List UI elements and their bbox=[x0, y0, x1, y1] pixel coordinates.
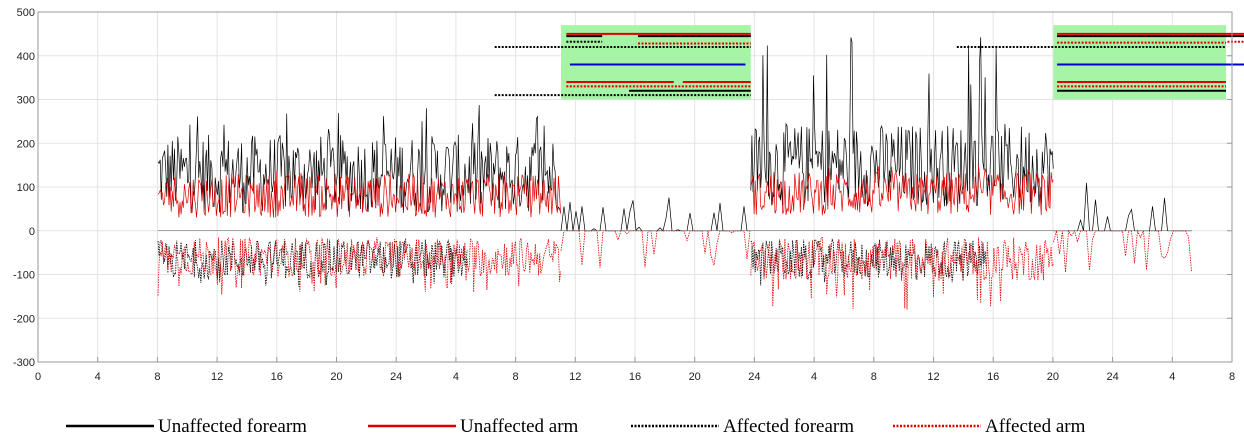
series-trace-affected-arm bbox=[1053, 229, 1192, 273]
legend-label: Unaffected arm bbox=[460, 416, 579, 437]
x-tick-label: 8 bbox=[154, 371, 160, 383]
x-tick-label: 8 bbox=[871, 371, 877, 383]
series-trace-unaffected-forearm bbox=[157, 104, 561, 213]
x-tick-label: 8 bbox=[513, 371, 519, 383]
y-tick-label: 0 bbox=[29, 226, 35, 238]
x-tick-label: 20 bbox=[1047, 371, 1059, 383]
y-tick-label: -100 bbox=[13, 270, 35, 282]
x-tick-label: 12 bbox=[569, 371, 581, 383]
series-trace-affected-arm bbox=[157, 237, 561, 296]
x-tick-label: 8 bbox=[1229, 371, 1235, 383]
activity-bars bbox=[494, 32, 1244, 97]
axes: -300 -200 -100 0 100 200 300 400 500 0 4 8 12 16 20 24 4… bbox=[13, 7, 1235, 383]
x-tick-label: 16 bbox=[987, 371, 999, 383]
x-tick-label: 24 bbox=[1106, 371, 1118, 383]
series-trace-unaffected-arm bbox=[157, 170, 561, 218]
x-tick-label: 4 bbox=[95, 371, 101, 383]
y-tick-label: 300 bbox=[17, 95, 35, 107]
legend-label: Unaffected forearm bbox=[158, 416, 307, 437]
x-tick-label: 4 bbox=[811, 371, 817, 383]
x-tick-label: 20 bbox=[689, 371, 701, 383]
x-tick-label: 20 bbox=[330, 371, 342, 383]
legend-label: Affected forearm bbox=[723, 416, 854, 437]
y-tick-label: 200 bbox=[17, 138, 35, 150]
x-tick-label: 16 bbox=[629, 371, 641, 383]
x-tick-label: 12 bbox=[927, 371, 939, 383]
x-tick-label: 4 bbox=[1169, 371, 1175, 383]
legend-label: Affected arm bbox=[985, 416, 1086, 437]
series-trace-affected-forearm bbox=[157, 239, 468, 287]
x-tick-label: 4 bbox=[453, 371, 459, 383]
y-tick-label: 500 bbox=[17, 7, 35, 19]
y-tick-label: 400 bbox=[17, 51, 35, 63]
plot-frame bbox=[37, 11, 1233, 363]
y-tick-label: -200 bbox=[13, 313, 35, 325]
x-tick-label: 24 bbox=[748, 371, 760, 383]
y-tick-label: 100 bbox=[17, 182, 35, 194]
legend: Unaffected forearm Unaffected arm Affected… bbox=[66, 416, 1086, 437]
series-trace-unaffected-forearm bbox=[750, 37, 1054, 207]
y-tick-label: -300 bbox=[13, 357, 35, 369]
series-traces bbox=[157, 37, 1192, 310]
x-tick-label: 16 bbox=[271, 371, 283, 383]
series-trace-affected-forearm bbox=[750, 238, 987, 286]
series-trace-unaffected-arm bbox=[750, 165, 1054, 216]
x-tick-label: 12 bbox=[211, 371, 223, 383]
series-trace-affected-arm bbox=[560, 230, 751, 268]
series-trace-affected-arm bbox=[750, 236, 1054, 310]
x-tick-label: 0 bbox=[35, 371, 41, 383]
x-tick-label: 24 bbox=[390, 371, 402, 383]
